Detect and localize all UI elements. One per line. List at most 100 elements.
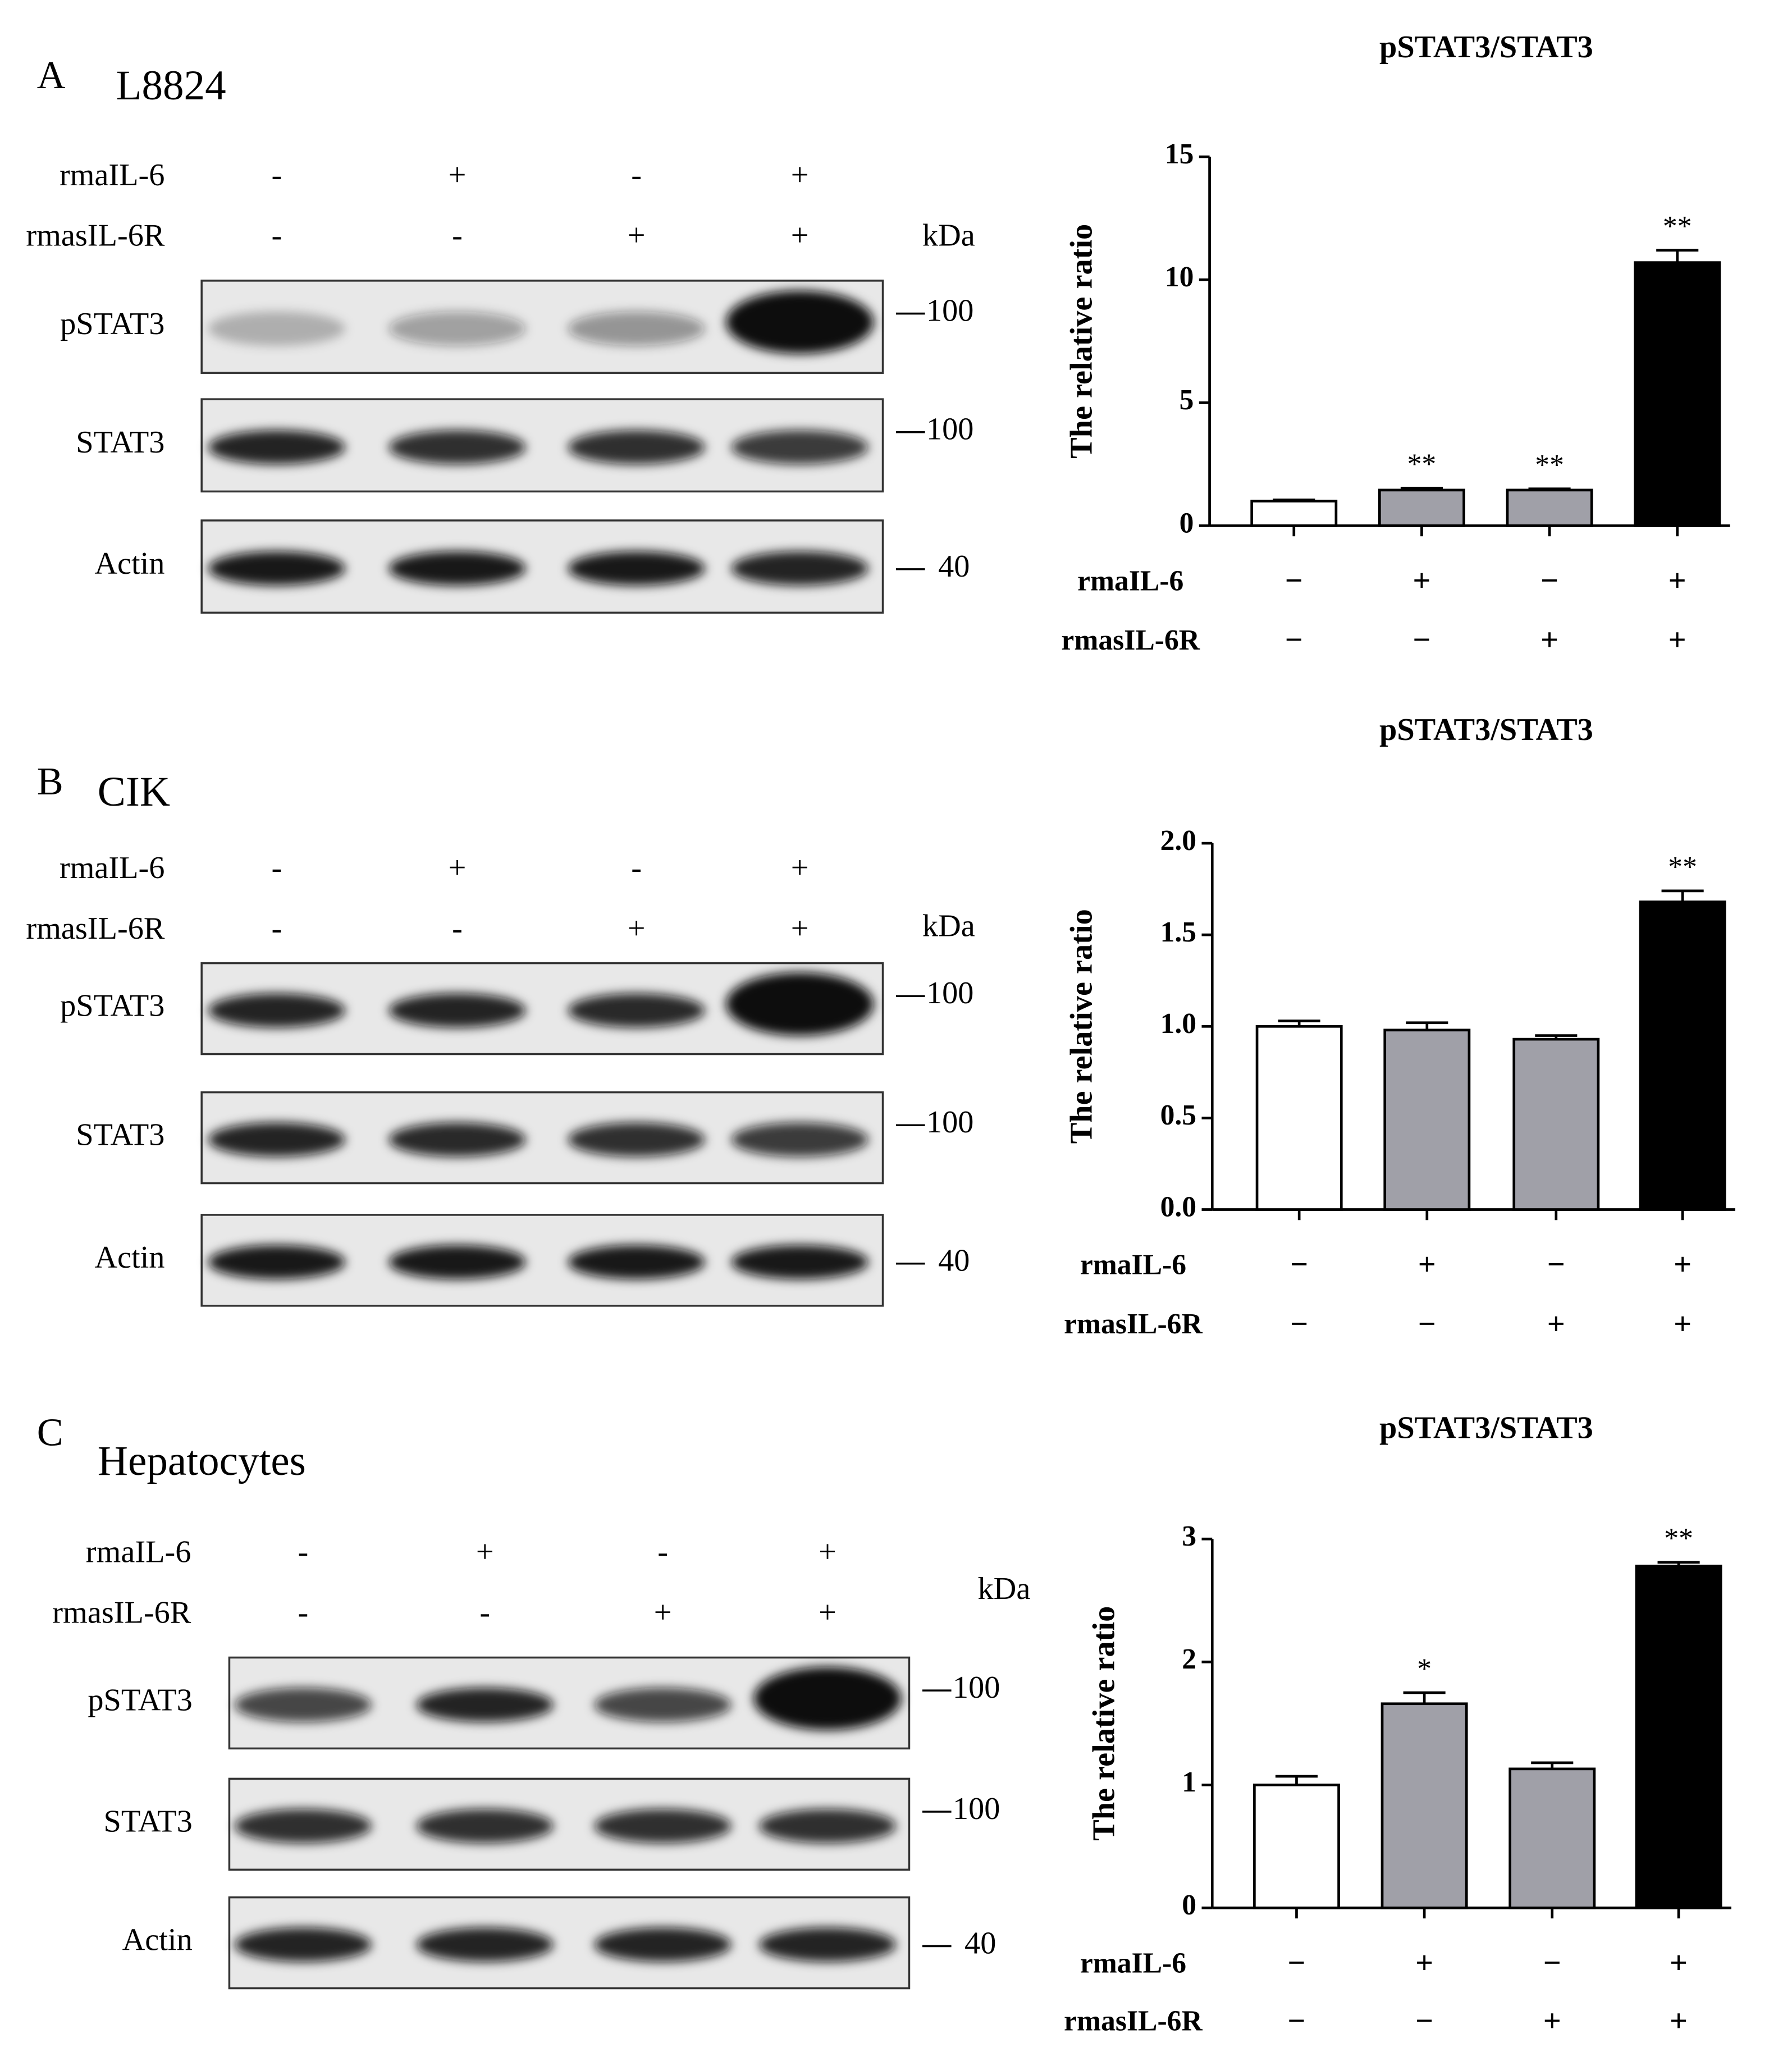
bar bbox=[1512, 1037, 1600, 1211]
bar bbox=[1635, 1565, 1722, 1909]
band bbox=[388, 993, 526, 1028]
treatment-sign: + bbox=[1668, 564, 1686, 598]
size-marker: 100 bbox=[926, 293, 973, 328]
y-axis-label: The relative ratio bbox=[1086, 1606, 1121, 1841]
treatment-label: rmaIL-6 bbox=[60, 158, 165, 193]
y-axis-label: The relative ratio bbox=[1064, 909, 1099, 1144]
treatment-sign: − bbox=[1540, 564, 1558, 598]
treatment-sign: + bbox=[1670, 2004, 1688, 2038]
band-label: Actin bbox=[122, 1922, 193, 1957]
bar bbox=[1506, 488, 1593, 527]
treatment-sign: - bbox=[657, 1534, 668, 1569]
treatment-sign: − bbox=[1415, 2004, 1433, 2038]
y-tick-label: 3 bbox=[1182, 1520, 1196, 1552]
treatment-sign: - bbox=[479, 1595, 490, 1630]
treatment-sign: + bbox=[449, 158, 467, 193]
band bbox=[234, 1688, 372, 1722]
treatment-label: rmaIL-6 bbox=[1080, 1947, 1186, 1979]
band bbox=[208, 551, 345, 586]
band bbox=[753, 1666, 902, 1730]
treatment-sign: + bbox=[1412, 564, 1430, 598]
size-marker: 40 bbox=[938, 549, 970, 584]
treatment-sign: − bbox=[1547, 1247, 1565, 1282]
treatment-label: rmaIL-6 bbox=[60, 851, 165, 885]
treatment-sign: − bbox=[1285, 564, 1303, 598]
band bbox=[731, 1245, 868, 1279]
panel-letter: C bbox=[37, 1410, 63, 1454]
band bbox=[731, 551, 868, 586]
band bbox=[416, 1688, 554, 1722]
y-tick-label: 2.0 bbox=[1160, 825, 1197, 857]
chart-title: pSTAT3/STAT3 bbox=[1379, 712, 1593, 747]
band-label: STAT3 bbox=[104, 1804, 193, 1839]
treatment-sign: + bbox=[628, 911, 646, 946]
size-marker: 100 bbox=[953, 1791, 1000, 1826]
bar bbox=[1380, 1702, 1468, 1909]
band bbox=[416, 1809, 554, 1844]
treatment-sign: − bbox=[1543, 1946, 1561, 1981]
unit-label: kDa bbox=[922, 909, 975, 944]
treatment-label: rmasIL-6R bbox=[1064, 1308, 1203, 1340]
y-axis-label: The relative ratio bbox=[1064, 224, 1099, 459]
unit-label: kDa bbox=[922, 218, 975, 253]
band-label: pSTAT3 bbox=[60, 307, 164, 341]
band bbox=[568, 430, 705, 465]
y-tick-label: 1.5 bbox=[1160, 916, 1197, 948]
band bbox=[208, 993, 345, 1028]
y-tick-label: 1.0 bbox=[1160, 1008, 1197, 1040]
treatment-sign: - bbox=[631, 851, 642, 885]
band bbox=[758, 1809, 896, 1844]
y-tick-label: 0.5 bbox=[1160, 1099, 1197, 1131]
significance: ** bbox=[1664, 1523, 1693, 1555]
band bbox=[726, 972, 874, 1036]
band bbox=[208, 1122, 345, 1157]
band-label: pSTAT3 bbox=[88, 1683, 192, 1717]
cell-type: Hepatocytes bbox=[98, 1438, 306, 1484]
panel-letter: A bbox=[37, 53, 66, 97]
treatment-sign: − bbox=[1285, 623, 1303, 657]
band bbox=[388, 311, 526, 346]
bar bbox=[1634, 261, 1721, 527]
significance: * bbox=[1417, 1653, 1432, 1685]
treatment-sign: − bbox=[1290, 1306, 1308, 1341]
y-tick-label: 0.0 bbox=[1160, 1191, 1197, 1223]
band bbox=[388, 1122, 526, 1157]
treatment-sign: + bbox=[791, 158, 809, 193]
band bbox=[731, 430, 868, 465]
treatment-label: rmasIL-6R bbox=[1064, 2005, 1203, 2037]
treatment-sign: + bbox=[791, 851, 809, 885]
treatment-label: rmasIL-6R bbox=[26, 218, 165, 253]
band-label: pSTAT3 bbox=[60, 989, 164, 1023]
bands bbox=[234, 1666, 902, 1730]
treatment-sign: + bbox=[1674, 1306, 1692, 1341]
treatment-sign: + bbox=[1415, 1946, 1433, 1981]
treatment-sign: + bbox=[1540, 623, 1558, 657]
band bbox=[568, 1245, 705, 1279]
y-tick-label: 0 bbox=[1182, 1889, 1196, 1921]
treatment-sign: + bbox=[1543, 2004, 1561, 2038]
treatment-sign: + bbox=[476, 1534, 494, 1569]
y-tick-label: 15 bbox=[1165, 138, 1194, 170]
cell-type: CIK bbox=[98, 769, 170, 815]
band-label: Actin bbox=[94, 546, 164, 581]
bands bbox=[208, 551, 868, 586]
chart-title: pSTAT3/STAT3 bbox=[1379, 30, 1593, 65]
band bbox=[758, 1927, 896, 1962]
treatment-sign: − bbox=[1287, 1946, 1305, 1981]
y-tick-label: 10 bbox=[1165, 261, 1194, 293]
treatment-sign: + bbox=[449, 851, 467, 885]
bar bbox=[1639, 901, 1726, 1211]
cell-type: L8824 bbox=[116, 62, 226, 109]
bands bbox=[208, 1122, 868, 1157]
bar bbox=[1255, 1025, 1343, 1211]
treatment-sign: - bbox=[298, 1595, 308, 1630]
band bbox=[388, 430, 526, 465]
band bbox=[594, 1688, 732, 1722]
treatment-sign: - bbox=[298, 1534, 308, 1569]
treatment-sign: − bbox=[1290, 1247, 1308, 1282]
band bbox=[208, 430, 345, 465]
y-tick-label: 0 bbox=[1180, 507, 1194, 539]
significance: ** bbox=[1668, 851, 1697, 883]
band bbox=[568, 1122, 705, 1157]
treatment-sign: + bbox=[1668, 623, 1686, 657]
